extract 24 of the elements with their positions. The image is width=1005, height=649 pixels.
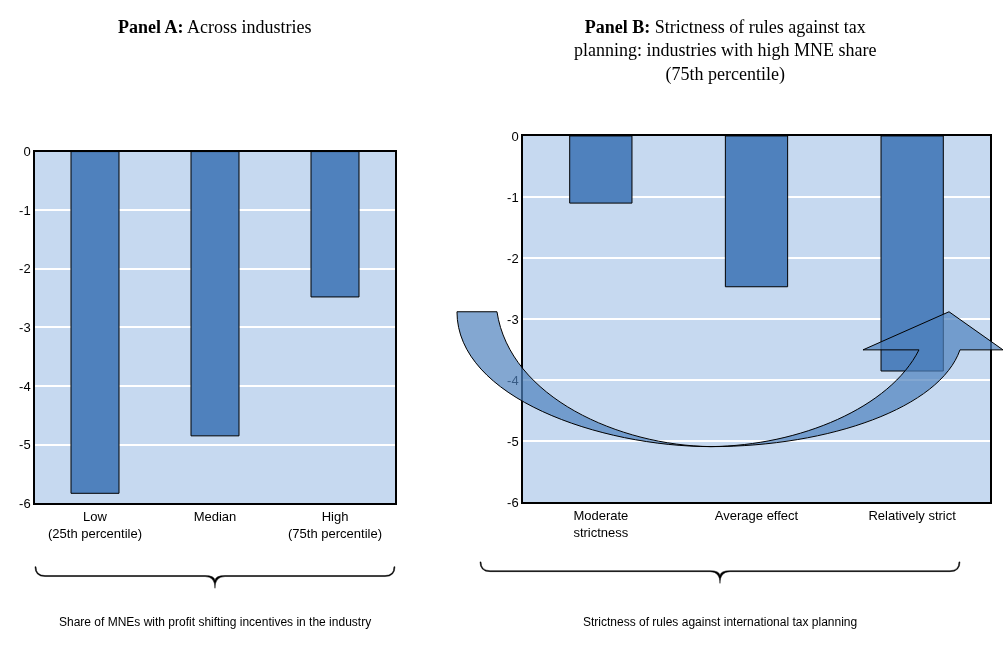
x-tick-label: High (75th percentile) bbox=[288, 508, 382, 541]
x-tick-label: Relatively strict bbox=[868, 507, 957, 523]
y-tick-label: -4 bbox=[507, 372, 519, 388]
text: Share of MNEs with profit shifting incentives in the industry bbox=[59, 615, 372, 629]
x-tick-label: Median bbox=[193, 508, 237, 524]
y-tick-label: -5 bbox=[507, 433, 519, 449]
y-tick-label: -1 bbox=[19, 202, 31, 218]
y-tick-label: -3 bbox=[19, 319, 31, 335]
y-tick-label: 0 bbox=[511, 128, 519, 144]
y-tick-label: -6 bbox=[507, 494, 519, 510]
y-tick-label: -6 bbox=[19, 495, 31, 511]
chart-title: Panel B: Strictness of rules against tax planning: industries with high MNE share (75th percentile) bbox=[574, 17, 877, 85]
x-tick-label: Average effect bbox=[714, 507, 799, 523]
y-tick-label: -2 bbox=[19, 261, 31, 277]
text: Strictness of rules against international tax planning bbox=[583, 615, 858, 629]
y-tick-label: -1 bbox=[507, 189, 519, 205]
y-tick-label: -4 bbox=[19, 378, 31, 394]
y-tick-label: -3 bbox=[507, 311, 519, 327]
x-tick-label: Moderate strictness bbox=[573, 507, 629, 540]
y-tick-label: -2 bbox=[507, 250, 519, 266]
y-tick-label: 0 bbox=[23, 144, 31, 160]
y-tick-label: -5 bbox=[19, 437, 31, 453]
x-tick-label: Low (25th percentile) bbox=[48, 508, 142, 541]
chart-title: Panel A: Across industries bbox=[118, 17, 312, 37]
